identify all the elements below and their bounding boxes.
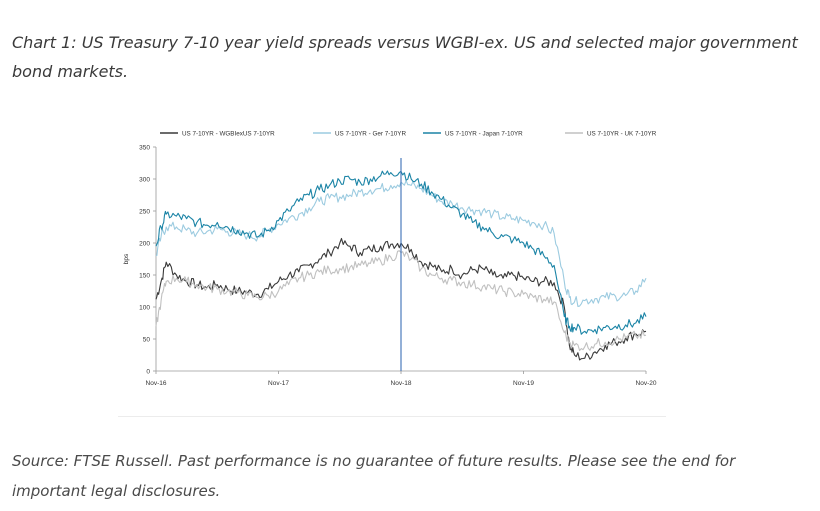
- x-tick-label: Nov-16: [146, 380, 167, 387]
- y-tick-label: 250: [139, 209, 150, 216]
- source-note: Source: FTSE Russell. Past performance i…: [12, 452, 736, 500]
- chart-caption: Chart 1: US Treasury 7-10 year yield spr…: [12, 33, 798, 81]
- legend-label: US 7-10YR - Ger 7-10YR: [335, 131, 406, 138]
- legend-label: US 7-10YR - WGBIexUS 7-10YR: [182, 131, 275, 138]
- y-tick-label: 50: [143, 337, 151, 344]
- chart-legend: US 7-10YR - WGBIexUS 7-10YR US 7-10YR - G…: [160, 131, 657, 138]
- x-tick-label: Nov-19: [513, 380, 534, 387]
- y-tick-label: 150: [139, 273, 150, 280]
- chart-container: US 7-10YR - WGBIexUS 7-10YR US 7-10YR - G…: [118, 120, 666, 417]
- x-tick-label: Nov-18: [391, 380, 412, 387]
- legend-label: US 7-10YR - UK 7-10YR: [587, 131, 657, 138]
- legend-label: US 7-10YR - Japan 7-10YR: [445, 131, 523, 138]
- y-tick-label: 350: [139, 145, 150, 152]
- y-axis-label: bps: [123, 253, 130, 264]
- chart-axes: 0 50 100 150 200 250 300 350 bps Nov-16 Nov-17 Nov-…: [123, 145, 657, 388]
- y-tick-label: 300: [139, 177, 150, 184]
- y-tick-label: 0: [146, 369, 150, 376]
- y-tick-label: 200: [139, 241, 150, 248]
- x-tick-label: Nov-17: [268, 380, 289, 387]
- x-tick-label: Nov-20: [636, 380, 657, 387]
- y-tick-label: 100: [139, 305, 150, 312]
- line-chart: US 7-10YR - WGBIexUS 7-10YR US 7-10YR - G…: [123, 131, 657, 388]
